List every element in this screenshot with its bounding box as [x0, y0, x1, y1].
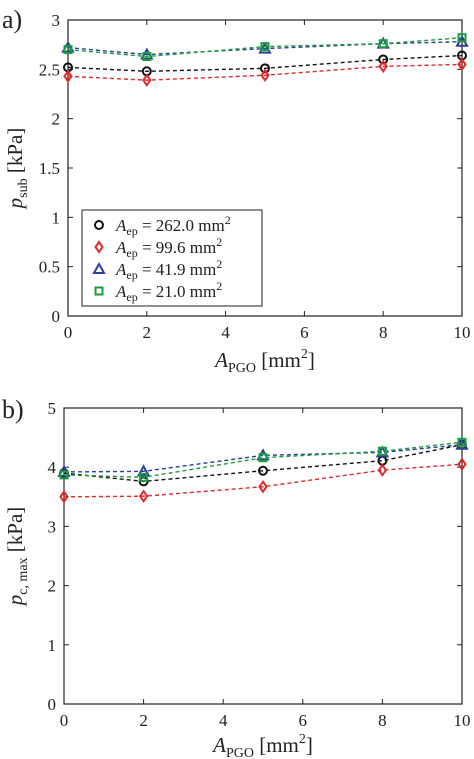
- x-tick-label: 2: [143, 323, 152, 342]
- data-point-triangle: [136, 464, 151, 477]
- series-line: [63, 444, 463, 473]
- x-tick-label: 8: [379, 323, 388, 342]
- data-point-diamond: [457, 57, 467, 72]
- x-tick-label: 10: [454, 711, 471, 730]
- series-1: [59, 457, 467, 504]
- y-tick-label: 1: [52, 208, 61, 227]
- data-point-diamond: [377, 463, 388, 477]
- data-point-square: [63, 45, 73, 55]
- x-axis-label: APGO [mm2]: [211, 732, 313, 759]
- data-point-square: [142, 52, 152, 62]
- series-3: [63, 33, 467, 62]
- data-point-diamond: [457, 457, 467, 471]
- legend-marker-circle: [94, 220, 104, 230]
- series-line: [67, 54, 463, 73]
- series-0: [59, 439, 467, 487]
- axes-box: [63, 407, 463, 705]
- y-tick-label: 2: [48, 577, 57, 596]
- legend-label: Aep = 21.0 mm2: [115, 279, 222, 304]
- x-tick-label: 0: [64, 323, 73, 342]
- y-tick-label: 3: [52, 11, 61, 30]
- legend-marker-triangle: [92, 261, 106, 274]
- legend-marker-square: [94, 286, 104, 296]
- panel-a: a) 0 2 4 6 8 10 0 0.5 1 1.5 2 2.5 3 APGO [mm2] psub [kP…: [2, 5, 471, 376]
- data-point-square: [260, 42, 270, 52]
- data-point-diamond: [378, 59, 388, 74]
- legend-entry: Aep = 21.0 mm2: [94, 279, 222, 304]
- series-line: [67, 37, 463, 58]
- legend-entry: Aep = 41.9 mm2: [92, 257, 222, 282]
- y-tick-label: 0.5: [39, 258, 60, 277]
- legend-marker-diamond: [94, 240, 104, 254]
- legend-entry: Aep = 262.0 mm2: [94, 213, 231, 238]
- series-2: [61, 34, 469, 60]
- data-point-diamond: [59, 490, 69, 504]
- panel-label: b): [2, 395, 24, 424]
- data-point-square: [378, 39, 388, 49]
- legend-box: [81, 209, 263, 307]
- data-point-diamond: [138, 489, 149, 503]
- data-point-diamond: [260, 68, 270, 82]
- y-tick-label: 5: [48, 399, 57, 418]
- y-tick-label: 2: [52, 110, 61, 129]
- y-axis-label: pc, max [kPa]: [3, 507, 31, 608]
- y-tick-label: 1: [48, 636, 57, 655]
- data-point-square: [258, 453, 268, 463]
- data-point-square: [377, 446, 387, 456]
- x-tick-label: 10: [454, 323, 471, 342]
- series-1: [63, 57, 467, 87]
- data-point-diamond: [258, 479, 268, 494]
- y-axis-label: psub [kPa]: [3, 128, 31, 211]
- legend-entry: Aep = 99.6 mm2: [94, 235, 222, 260]
- data-point-square: [139, 472, 149, 482]
- series-line: [63, 463, 463, 498]
- x-tick-label: 6: [299, 711, 308, 730]
- x-axis-label: APGO [mm2]: [213, 347, 315, 376]
- legend-label: Aep = 41.9 mm2: [115, 257, 222, 282]
- y-tick-label: 2.5: [39, 60, 60, 79]
- data-point-diamond: [63, 69, 73, 83]
- x-tick-label: 8: [378, 711, 387, 730]
- data-point-diamond: [142, 73, 152, 87]
- series-3: [59, 437, 467, 482]
- series-line: [67, 41, 463, 56]
- y-tick-label: 0: [52, 307, 61, 326]
- x-tick-label: 2: [139, 711, 148, 730]
- x-tick-label: 4: [219, 711, 228, 730]
- y-tick-label: 3: [48, 517, 57, 536]
- legend-label: Aep = 262.0 mm2: [115, 213, 231, 238]
- data-point-circle: [258, 465, 268, 476]
- x-tick-label: 4: [221, 323, 230, 342]
- legend-label: Aep = 99.6 mm2: [115, 235, 222, 260]
- x-tick-label: 0: [60, 711, 69, 730]
- y-tick-label: 0: [48, 695, 57, 714]
- x-tick-label: 6: [300, 323, 309, 342]
- data-point-circle: [378, 54, 389, 65]
- data-point-circle: [260, 63, 270, 74]
- series-line: [63, 441, 463, 478]
- series-line: [63, 444, 463, 483]
- data-point-square: [457, 33, 467, 43]
- data-point-square: [59, 470, 69, 480]
- panel-b: b) 0 2 4 6 8 10 0 1 2 3 4 5 APGO [mm2] pc, max [kPa]: [2, 395, 471, 759]
- data-point-square: [457, 437, 467, 447]
- series-line: [67, 63, 463, 81]
- y-tick-label: 1.5: [39, 159, 60, 178]
- y-tick-label: 4: [48, 458, 57, 477]
- panel-label: a): [2, 5, 22, 34]
